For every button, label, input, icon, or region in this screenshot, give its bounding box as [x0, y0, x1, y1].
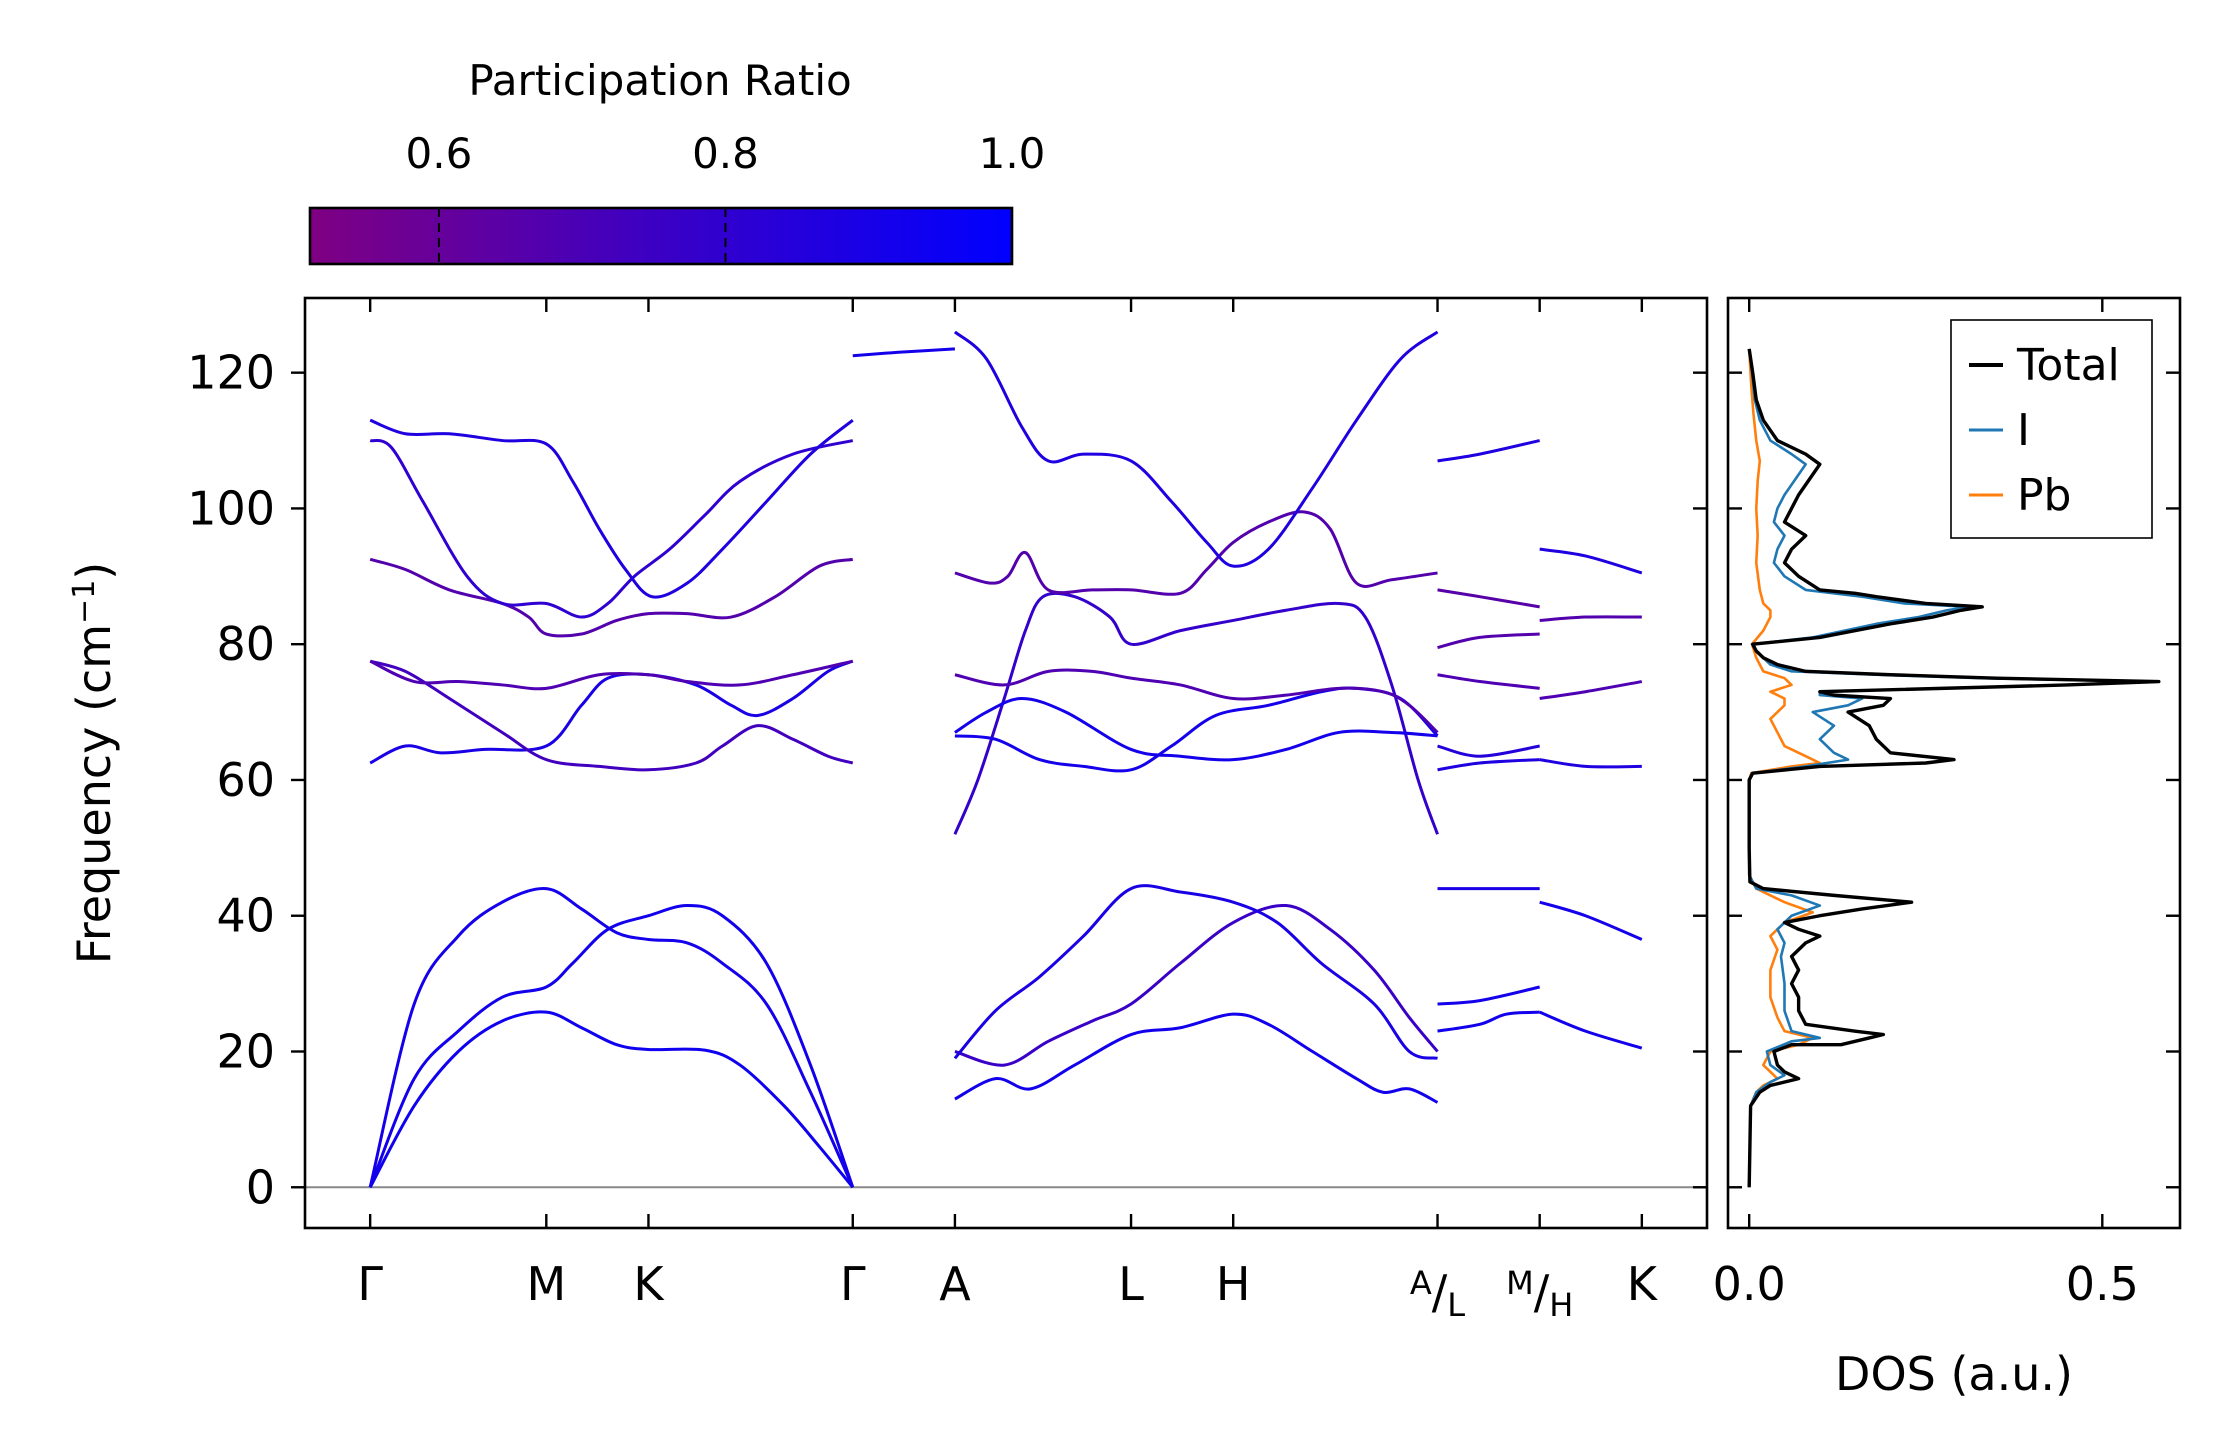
band-line	[1437, 744, 1540, 758]
band-line	[953, 330, 1439, 568]
band-line	[954, 697, 1438, 762]
band-structure-panel: Frequency (cm−1) 0 20 40 60 80 100 120 Γ M K Γ A L H…	[67, 296, 1709, 1324]
band-line	[1539, 758, 1642, 769]
band-line	[1437, 758, 1540, 772]
k-point-label: M/H	[1506, 1264, 1573, 1324]
band-line	[1437, 632, 1540, 650]
band-line	[954, 510, 1438, 596]
band-line	[1539, 1010, 1643, 1050]
legend: Total I Pb	[1950, 319, 2153, 539]
k-point-label: K	[633, 1257, 665, 1311]
band-line	[1437, 439, 1541, 463]
band-plot-frame	[303, 296, 1709, 1230]
colorbar-tick-label: 0.6	[406, 129, 473, 178]
band-line	[1539, 680, 1643, 700]
band-line	[954, 668, 1439, 734]
colorbar-ticks: 0.6 0.8 1.0	[406, 129, 1046, 264]
dos-ticks: 0.0 0.5	[1713, 298, 2180, 1311]
legend-label: Pb	[2017, 470, 2071, 521]
band-line	[368, 904, 855, 1188]
y-tick-label: 100	[187, 481, 275, 535]
band-line	[852, 347, 956, 358]
y-tick-label: 0	[246, 1160, 275, 1214]
band-line	[1437, 673, 1540, 690]
dos-panel: 0.0 0.5 DOS (a.u.) Total I Pb	[1713, 296, 2182, 1401]
dos-series	[1747, 348, 2161, 1188]
k-point-label: K	[1627, 1257, 1659, 1311]
band-line	[953, 591, 1439, 835]
colorbar-gradient	[308, 206, 1014, 266]
band-line	[1539, 615, 1642, 622]
colorbar-tick-label: 0.8	[692, 129, 759, 178]
k-point-label: M	[526, 1257, 566, 1311]
y-tick-label: 20	[216, 1025, 275, 1079]
k-point-label: L	[1118, 1257, 1144, 1311]
band-line	[953, 884, 1438, 1060]
band-line	[954, 1012, 1439, 1104]
dos-x-axis-label: DOS (a.u.)	[1835, 1347, 2073, 1401]
band-line	[369, 659, 854, 772]
band-line	[1539, 547, 1643, 575]
colorbar-tick-label: 1.0	[979, 129, 1046, 178]
dos-x-tick-label: 0.0	[1713, 1257, 1786, 1311]
y-tick-label: 120	[187, 346, 275, 400]
dos-plot-frame	[1726, 296, 2182, 1230]
bands	[368, 330, 1643, 1189]
y-tick-label: 40	[216, 889, 275, 943]
colorbar-title: Participation Ratio	[468, 56, 851, 105]
band-line	[368, 1010, 854, 1189]
dos-x-tick-label: 0.5	[2066, 1257, 2139, 1311]
k-point-ticks: Γ M K Γ A L H A/L M/H K	[357, 298, 1659, 1324]
legend-label: Total	[2016, 340, 2120, 391]
band-line	[1539, 900, 1643, 941]
band-line	[954, 904, 1439, 1067]
k-point-label: Γ	[357, 1257, 383, 1311]
colorbar: Participation Ratio 0.6 0.8 1.0	[308, 56, 1046, 266]
y-ticks: 0 20 40 60 80 100 120	[187, 346, 1707, 1214]
band-line	[1437, 1010, 1540, 1033]
k-point-label: A	[939, 1257, 971, 1311]
band-line	[369, 418, 854, 599]
y-tick-label: 80	[216, 617, 275, 671]
y-axis-label: Frequency (cm−1)	[67, 562, 121, 965]
band-line	[1437, 588, 1540, 609]
band-line	[369, 557, 854, 638]
k-point-label: A/L	[1410, 1264, 1465, 1324]
band-line	[1437, 985, 1541, 1006]
band-line	[369, 659, 854, 691]
legend-label: I	[2017, 405, 2030, 456]
band-line	[368, 887, 855, 1188]
k-point-label: Γ	[840, 1257, 866, 1311]
band-line	[369, 439, 854, 619]
k-point-label: H	[1216, 1257, 1251, 1311]
dos-line-pb	[1747, 348, 1822, 1188]
y-tick-label: 60	[216, 753, 275, 807]
dos-line-total	[1747, 348, 2161, 1188]
